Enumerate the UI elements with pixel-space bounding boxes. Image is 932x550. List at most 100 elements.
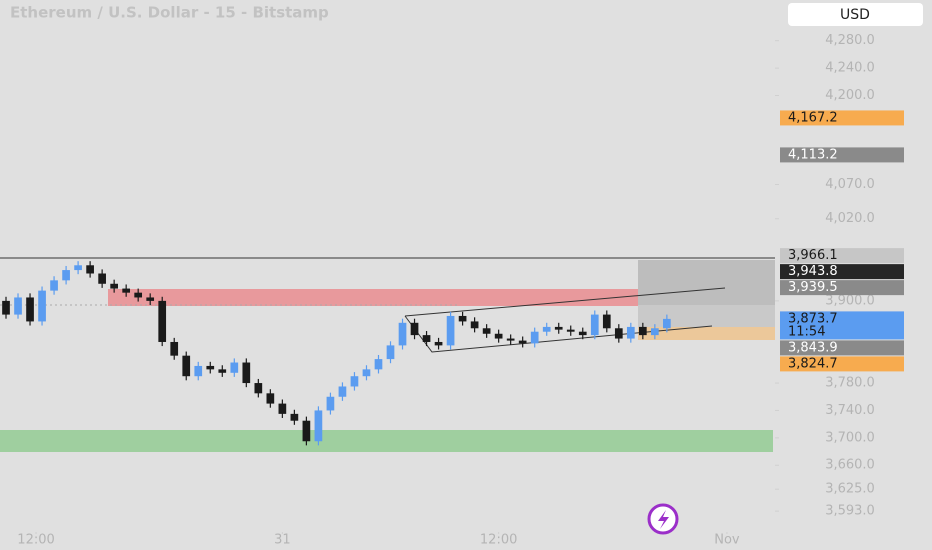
candle-body <box>62 270 70 281</box>
resistance-zone <box>108 289 760 306</box>
price-badge-label: 4,167.2 <box>788 110 838 125</box>
candle-body <box>302 420 311 442</box>
y-tick-label: 3,700.0 <box>825 430 875 445</box>
candle-body <box>74 265 82 271</box>
price-badge <box>780 147 904 163</box>
candle-body <box>494 333 503 339</box>
y-tick-label: 3,593.0 <box>825 504 875 519</box>
candle-body <box>386 345 395 360</box>
candle-body <box>458 315 467 322</box>
candle-body <box>26 297 34 322</box>
drawings <box>0 257 775 535</box>
price-badge-label: 3,939.5 <box>788 280 838 295</box>
candle-body <box>14 297 22 315</box>
price-badge <box>780 248 904 264</box>
candle-body <box>242 362 251 384</box>
candle-body <box>158 300 167 342</box>
channel-upper <box>404 287 726 317</box>
price-badge-label: 3,824.7 <box>788 356 838 371</box>
candle-body <box>50 280 58 291</box>
price-badge-label: 4,113.2 <box>788 147 838 162</box>
candle-body <box>554 326 563 330</box>
candle-body <box>170 341 179 356</box>
y-tick-label: 3,780.0 <box>825 376 875 391</box>
stop-box <box>638 327 775 340</box>
candle-body <box>230 362 239 373</box>
candle-body <box>602 314 611 329</box>
candle-body <box>218 369 227 373</box>
candle-body <box>614 328 623 339</box>
price-badge <box>780 264 904 280</box>
candle-body <box>518 340 527 344</box>
price-badge-label: 3,873.7 <box>788 311 838 326</box>
lightning <box>658 510 669 529</box>
candle-body <box>98 273 106 284</box>
y-tick-label: 3,900.0 <box>825 293 875 308</box>
candle-body <box>446 315 455 346</box>
chart-title: Ethereum / U.S. Dollar - 15 - Bitstamp <box>10 4 329 22</box>
price-badge-label: 3,943.8 <box>788 264 838 279</box>
candle-body <box>410 322 419 336</box>
y-tick-label: 4,240.0 <box>825 61 875 76</box>
candle-body <box>134 292 143 298</box>
candle-body <box>2 300 10 315</box>
candle-body <box>38 290 46 322</box>
candle-body <box>290 413 299 421</box>
candle-body <box>470 321 479 329</box>
price-badge <box>780 110 904 126</box>
x-tick-label: 12:00 <box>17 533 54 548</box>
y-tick-label: 3,625.0 <box>825 482 875 497</box>
candle-body <box>663 318 671 329</box>
candle-body <box>506 338 515 341</box>
candle-body <box>374 359 383 370</box>
target-box <box>638 260 775 305</box>
candle-body <box>314 410 323 442</box>
y-tick-label: 3,740.0 <box>825 403 875 418</box>
candle-body <box>422 335 431 342</box>
position-box <box>638 305 775 327</box>
candle-body <box>338 386 347 397</box>
price-badge-label: 3,843.9 <box>788 340 838 355</box>
candle-body <box>278 403 287 414</box>
candle-body <box>651 328 659 336</box>
candle-body <box>194 365 203 377</box>
candle-body <box>638 326 647 336</box>
candle-body <box>542 326 551 332</box>
candle-body <box>326 396 335 411</box>
candle-body <box>566 329 575 332</box>
currency-label: USD <box>840 7 870 23</box>
candle-body <box>530 331 539 344</box>
candle-body <box>254 383 263 394</box>
currency-button[interactable] <box>788 3 923 26</box>
candle-body <box>86 265 94 274</box>
price-badge <box>780 356 904 372</box>
price-badge <box>780 311 904 340</box>
candle-body <box>590 314 599 336</box>
support-zone <box>0 430 773 452</box>
price-badge <box>780 340 904 356</box>
x-tick-label: 12:00 <box>480 533 517 548</box>
x-tick-label: 31 <box>274 533 291 548</box>
candle-body <box>434 341 443 346</box>
candle-body <box>350 376 359 387</box>
x-tick-label: Nov <box>714 533 740 548</box>
y-tick-label: 4,020.0 <box>825 211 875 226</box>
y-tick-label: 4,280.0 <box>825 33 875 48</box>
y-tick-label: 4,070.0 <box>825 177 875 192</box>
candle-body <box>206 365 215 370</box>
candle-body <box>482 328 491 334</box>
candle-body <box>578 331 587 336</box>
price-badge-label: 3,966.1 <box>788 248 838 263</box>
candle-body <box>110 283 118 289</box>
candle-body <box>122 288 131 293</box>
candle-body <box>266 393 275 404</box>
candle-body <box>626 326 635 339</box>
candle-body <box>182 355 191 377</box>
y-tick-label: 3,660.0 <box>825 458 875 473</box>
price-badge <box>780 280 904 296</box>
candle-body <box>398 322 407 346</box>
candle-body <box>146 297 155 301</box>
